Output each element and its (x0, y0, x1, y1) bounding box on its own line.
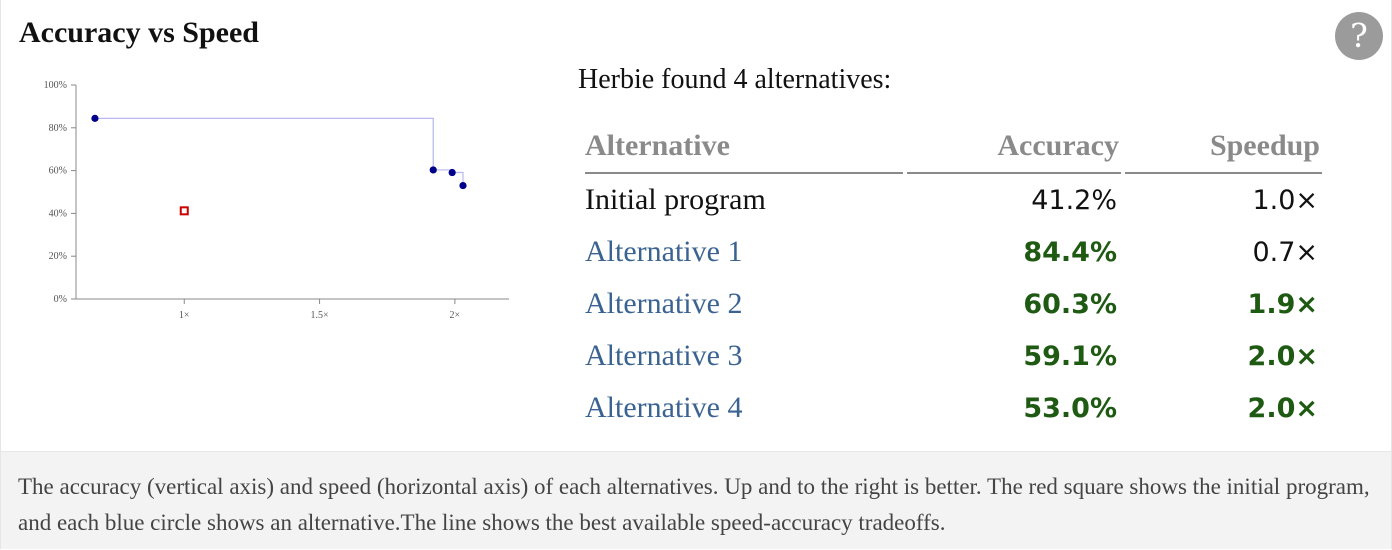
y-tick-label: 60% (49, 166, 67, 177)
y-tick-label: 80% (49, 123, 67, 134)
row-accuracy: 60.3% (1023, 288, 1117, 320)
table-row[interactable]: Alternative 3 59.1% 2.0× (585, 330, 1322, 382)
help-icon[interactable]: ? (1335, 12, 1383, 60)
alternative-point (429, 166, 437, 174)
alternative-link[interactable]: Alternative 4 (585, 391, 743, 424)
header-accuracy: Accuracy (907, 126, 1121, 174)
row-accuracy: 53.0% (1023, 392, 1117, 424)
header-speedup: Speedup (1125, 126, 1322, 174)
table-row[interactable]: Alternative 4 53.0% 2.0× (585, 382, 1322, 434)
x-tick-label: 2× (450, 310, 461, 321)
alternative-point (459, 181, 467, 190)
alternative-point (448, 168, 456, 177)
table-header-row: Alternative Accuracy Speedup (585, 126, 1322, 174)
frontier-path (94, 117, 464, 186)
table-row[interactable]: Alternative 1 84.4% 0.7× (585, 226, 1322, 278)
header-alternative: Alternative (585, 126, 903, 174)
row-speedup: 2.0× (1247, 340, 1318, 372)
x-tick-label: 1× (179, 310, 190, 321)
chart-marks (91, 114, 467, 216)
alternative-link[interactable]: Alternative 2 (585, 287, 743, 320)
y-tick-label: 100% (44, 80, 67, 91)
row-speedup: 1.9× (1247, 288, 1318, 320)
row-accuracy: 84.4% (1023, 236, 1117, 268)
table-row: Initial program 41.2% 1.0× (585, 174, 1322, 226)
frontier-line (94, 117, 464, 186)
row-speedup: 0.7× (1252, 236, 1318, 268)
row-speedup: 2.0× (1247, 392, 1318, 424)
row-accuracy: 59.1% (1023, 340, 1117, 372)
y-axis: 0% 20% 40% 60% 80% 100% (44, 80, 77, 305)
row-name: Initial program (585, 183, 766, 216)
alternatives-found-text: Herbie found 4 alternatives: (578, 64, 892, 95)
alternatives-table: Alternative Accuracy Speedup Initial pro… (581, 126, 1326, 434)
row-accuracy: 41.2% (1031, 184, 1117, 216)
x-axis: 1× 1.5× 2× (76, 298, 509, 321)
chart-caption: The accuracy (vertical axis) and speed (… (1, 451, 1391, 549)
alternative-link[interactable]: Alternative 3 (585, 339, 743, 372)
y-tick-label: 20% (49, 251, 67, 262)
caption-text: The accuracy (vertical axis) and speed (… (18, 474, 1370, 535)
table-row[interactable]: Alternative 2 60.3% 1.9× (585, 278, 1322, 330)
row-speedup: 1.0× (1252, 184, 1318, 216)
alternative-point (91, 114, 99, 122)
accuracy-speed-chart: 0% 20% 40% 60% 80% 100% 1× 1.5× 2× (44, 80, 509, 321)
x-tick-label: 1.5× (310, 310, 328, 321)
initial-program-marker (179, 206, 189, 216)
y-tick-label: 40% (49, 208, 67, 219)
section-title: Accuracy vs Speed (19, 16, 259, 49)
alternative-link[interactable]: Alternative 1 (585, 235, 743, 268)
y-tick-label: 0% (54, 294, 67, 305)
